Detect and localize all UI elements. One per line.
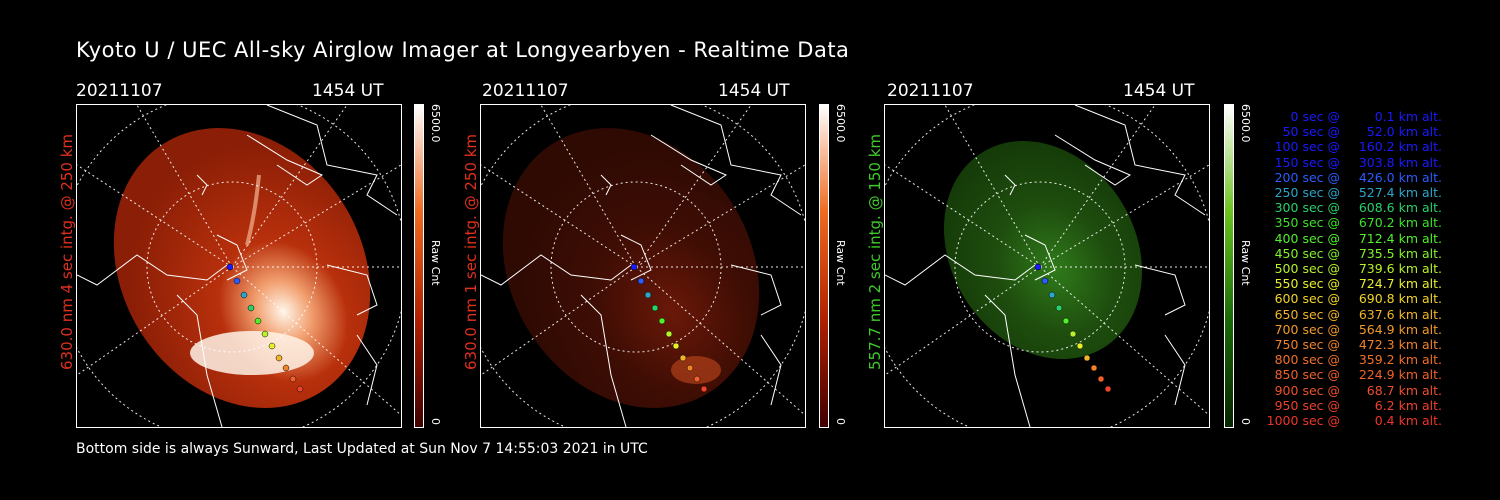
legend-altitude: 224.9 km alt. [1358, 367, 1442, 383]
legend-row: 950 sec @ 6.2 km alt. [1267, 398, 1442, 413]
legend-time: 450 sec @ [1274, 245, 1340, 261]
legend-time: 600 sec @ [1274, 291, 1340, 307]
legend-row: 850 sec @ 224.9 km alt. [1267, 367, 1442, 382]
panel-2-trajectory [630, 263, 708, 393]
legend-altitude: 472.3 km alt. [1358, 337, 1442, 353]
legend-altitude: 735.5 km alt. [1358, 245, 1442, 261]
panel-1-cbar-max: 6500.0 [429, 104, 442, 143]
legend-altitude: 68.7 km alt. [1366, 382, 1442, 398]
legend-altitude: 0.4 km alt. [1374, 413, 1442, 429]
legend-altitude: 527.4 km alt. [1358, 185, 1442, 201]
legend-row: 150 sec @ 303.8 km alt. [1267, 155, 1442, 170]
legend-row: 500 sec @ 739.6 km alt. [1267, 261, 1442, 276]
legend-altitude: 0.1 km alt. [1374, 109, 1442, 124]
panel-3-cbar-label: Raw Cnt [1239, 240, 1252, 286]
legend-time: 300 sec @ [1274, 200, 1340, 216]
panel-2-cbar-max: 6500.0 [834, 104, 847, 143]
legend-row: 800 sec @ 359.2 km alt. [1267, 352, 1442, 367]
legend-row: 450 sec @ 735.5 km alt. [1267, 246, 1442, 261]
panel-2-airglow [502, 128, 760, 408]
legend-altitude: 724.7 km alt. [1358, 276, 1442, 292]
legend-row: 750 sec @ 472.3 km alt. [1267, 337, 1442, 352]
legend-time: 400 sec @ [1274, 230, 1340, 246]
legend-time: 550 sec @ [1274, 276, 1340, 292]
legend-time: 950 sec @ [1274, 397, 1340, 413]
panel-2-date: 20211107 [482, 81, 569, 101]
panel-2-cbar-label: Raw Cnt [834, 240, 847, 286]
panel-1-trajectory [226, 263, 304, 393]
legend-time: 100 sec @ [1274, 139, 1340, 155]
legend-altitude: 739.6 km alt. [1358, 261, 1442, 277]
legend-row: 250 sec @ 527.4 km alt. [1267, 185, 1442, 200]
legend-time: 0 sec @ [1290, 109, 1340, 124]
panel-3-cbar-min: 0 [1239, 418, 1252, 425]
legend-altitude: 6.2 km alt. [1374, 397, 1442, 413]
legend-time: 250 sec @ [1274, 185, 1340, 201]
legend-altitude: 670.2 km alt. [1358, 215, 1442, 231]
legend-row: 200 sec @ 426.0 km alt. [1267, 170, 1442, 185]
legend-time: 150 sec @ [1274, 154, 1340, 170]
page-title: Kyoto U / UEC All-sky Airglow Imager at … [76, 38, 850, 62]
legend-time: 800 sec @ [1274, 352, 1340, 368]
legend-altitude: 608.6 km alt. [1358, 200, 1442, 216]
legend-row: 600 sec @ 690.8 km alt. [1267, 291, 1442, 306]
panel-3-cbar-max: 6500.0 [1239, 104, 1252, 143]
panel-1-airglow [113, 128, 371, 408]
footer-note: Bottom side is always Sunward, Last Upda… [76, 441, 648, 457]
legend-row: 100 sec @ 160.2 km alt. [1267, 139, 1442, 154]
panel-2-cbar-min: 0 [834, 418, 847, 425]
legend-time: 650 sec @ [1274, 306, 1340, 322]
legend-altitude: 52.0 km alt. [1366, 124, 1442, 140]
panel-3-colorbar [1224, 104, 1234, 428]
panel-3-label: 557.7 nm 2 sec intg. @ 150 km [866, 133, 884, 370]
legend-time: 50 sec @ [1282, 124, 1340, 140]
panel-2-image [480, 104, 806, 428]
legend-altitude: 564.9 km alt. [1358, 321, 1442, 337]
legend-row: 350 sec @ 670.2 km alt. [1267, 215, 1442, 230]
legend-row: 900 sec @ 68.7 km alt. [1267, 383, 1442, 398]
panel-1-image [76, 104, 402, 428]
legend-altitude: 426.0 km alt. [1358, 169, 1442, 185]
legend-time: 700 sec @ [1274, 321, 1340, 337]
legend-row: 1000 sec @ 0.4 km alt. [1267, 413, 1442, 428]
panel-2-label: 630.0 nm 1 sec intg. @ 250 km [462, 133, 480, 370]
legend-row: 0 sec @ 0.1 km alt. [1267, 109, 1442, 124]
time-altitude-legend: 0 sec @0.1 km alt. 50 sec @52.0 km alt. 10… [1267, 109, 1442, 428]
legend-time: 1000 sec @ [1266, 413, 1340, 429]
panel-2-colorbar [819, 104, 829, 428]
legend-row: 650 sec @ 637.6 km alt. [1267, 307, 1442, 322]
legend-altitude: 303.8 km alt. [1358, 154, 1442, 170]
legend-time: 750 sec @ [1274, 337, 1340, 353]
panel-1-cbar-min: 0 [429, 418, 442, 425]
panel-3-date: 20211107 [887, 81, 974, 101]
panel-3-airglow [944, 140, 1142, 360]
legend-time: 850 sec @ [1274, 367, 1340, 383]
panel-3-image [884, 104, 1210, 428]
legend-time: 200 sec @ [1274, 169, 1340, 185]
panel-1-time: 1454 UT [312, 81, 384, 101]
legend-row: 50 sec @ 52.0 km alt. [1267, 124, 1442, 139]
legend-altitude: 160.2 km alt. [1358, 139, 1442, 155]
legend-row: 300 sec @ 608.6 km alt. [1267, 200, 1442, 215]
legend-altitude: 712.4 km alt. [1358, 230, 1442, 246]
legend-altitude: 637.6 km alt. [1358, 306, 1442, 322]
panel-3-time: 1454 UT [1123, 81, 1195, 101]
legend-row: 550 sec @ 724.7 km alt. [1267, 276, 1442, 291]
legend-time: 350 sec @ [1274, 215, 1340, 231]
panel-1-cbar-label: Raw Cnt [429, 240, 442, 286]
panel-3-trajectory [1034, 263, 1112, 393]
panel-2-time: 1454 UT [718, 81, 790, 101]
legend-altitude: 690.8 km alt. [1358, 291, 1442, 307]
legend-altitude: 359.2 km alt. [1358, 352, 1442, 368]
legend-row: 700 sec @ 564.9 km alt. [1267, 322, 1442, 337]
panel-1-label: 630.0 nm 4 sec intg. @ 250 km [58, 133, 76, 370]
legend-row: 400 sec @ 712.4 km alt. [1267, 231, 1442, 246]
legend-time: 500 sec @ [1274, 261, 1340, 277]
legend-time: 900 sec @ [1274, 382, 1340, 398]
panel-1-date: 20211107 [76, 81, 163, 101]
panel-1-colorbar [414, 104, 424, 428]
